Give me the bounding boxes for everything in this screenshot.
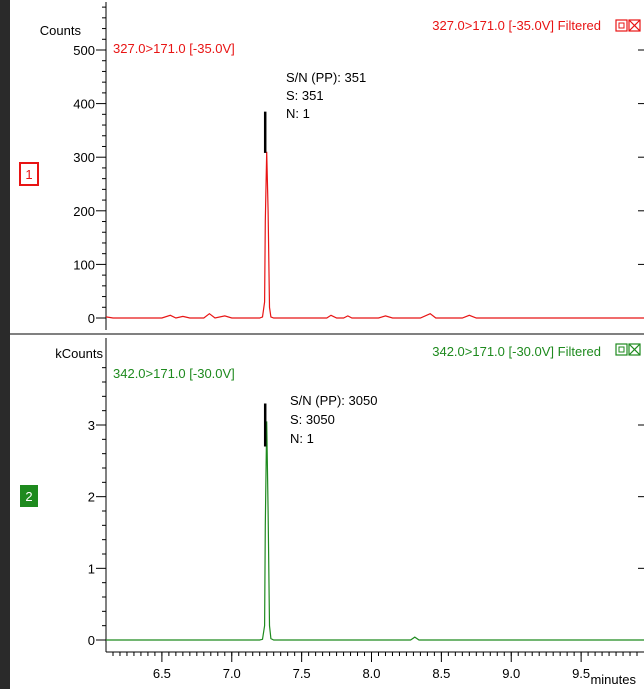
panel-2: kCounts 0 1 2 3 342.0>171.0 [-30.0V] 342.0>…: [20, 338, 644, 652]
x-axis-major-ticks: 6.5 7.0 7.5 8.0 8.5 9.0 9.5: [153, 652, 590, 681]
panel-1-sn-text: S/N (PP): 351: [286, 70, 366, 85]
panel-2-y-tick-label: 2: [88, 490, 95, 505]
panel-2-y-tick-label: 1: [88, 561, 95, 576]
panel-2-index-label: 2: [25, 489, 32, 504]
x-axis-tick-label: 7.5: [293, 666, 311, 681]
plot-background: [10, 0, 644, 689]
panel-1-index-label: 1: [25, 167, 32, 182]
panel-1-y-ticks: 0 100 200 300 400 500: [73, 6, 106, 326]
panel-1-s-text: S: 351: [286, 88, 324, 103]
panel-1-index-badge[interactable]: [19, 162, 39, 186]
panel-2-channel-label: 342.0>171.0 [-30.0V]: [113, 366, 235, 381]
panel-2-restore-icon[interactable]: [615, 343, 628, 356]
panel-1-peak-annotation: S/N (PP): 351 S: 351 N: 1: [286, 70, 366, 121]
panel-2-y-tick-label: 0: [88, 633, 95, 648]
panel-1-trace-group: [105, 111, 644, 319]
panel-1-restore-icon[interactable]: [615, 19, 628, 32]
panel-1: Counts 0 100 200 300 400 500 327.0>171.0 [-35…: [19, 2, 644, 330]
panel-1-y-unit: Counts: [40, 23, 82, 38]
panel-2-y-ticks: 0 1 2 3: [88, 367, 106, 648]
x-axis-unit-label: minutes: [590, 672, 636, 687]
panel-2-trace-group: [106, 403, 644, 641]
panel-2-close-icon[interactable]: [628, 343, 641, 356]
panel-1-filtered-label: 327.0>171.0 [-35.0V] Filtered: [432, 18, 601, 33]
panel-1-y-tick-label: 100: [73, 257, 95, 272]
panel-1-trace-line: [105, 151, 644, 319]
panel-2-n-text: N: 1: [290, 431, 314, 446]
left-gutter: [0, 0, 10, 689]
x-axis-tick-label: 8.5: [432, 666, 450, 681]
panel-2-peak-annotation: S/N (PP): 3050 S: 3050 N: 1: [290, 393, 377, 446]
x-axis-tick-label: 9.5: [572, 666, 590, 681]
panel-2-y-tick-label: 3: [88, 418, 95, 433]
panel-2-y-unit: kCounts: [55, 346, 103, 361]
panel-2-sn-text: S/N (PP): 3050: [290, 393, 377, 408]
x-axis-tick-label: 8.0: [362, 666, 380, 681]
panel-1-y-tick-label: 0: [88, 311, 95, 326]
panel-2-filtered-label: 342.0>171.0 [-30.0V] Filtered: [432, 344, 601, 359]
panel-1-y-tick-label: 400: [73, 97, 95, 112]
panel-1-y-tick-label: 300: [73, 150, 95, 165]
x-axis: 6.5 7.0 7.5 8.0 8.5 9.0 9.5 minutes: [106, 651, 644, 687]
panel-1-y-tick-label: 500: [73, 43, 95, 58]
panel-1-y-tick-label: 200: [73, 204, 95, 219]
panel-1-close-icon[interactable]: [628, 19, 641, 32]
panel-1-n-text: N: 1: [286, 106, 310, 121]
x-axis-tick-label: 7.0: [223, 666, 241, 681]
panel-2-s-text: S: 3050: [290, 412, 335, 427]
x-axis-tick-label: 9.0: [502, 666, 520, 681]
panel-1-channel-label: 327.0>171.0 [-35.0V]: [113, 41, 235, 56]
x-axis-tick-label: 6.5: [153, 666, 171, 681]
panel-2-index-badge[interactable]: [20, 485, 38, 507]
panel-2-trace-line: [106, 421, 644, 641]
